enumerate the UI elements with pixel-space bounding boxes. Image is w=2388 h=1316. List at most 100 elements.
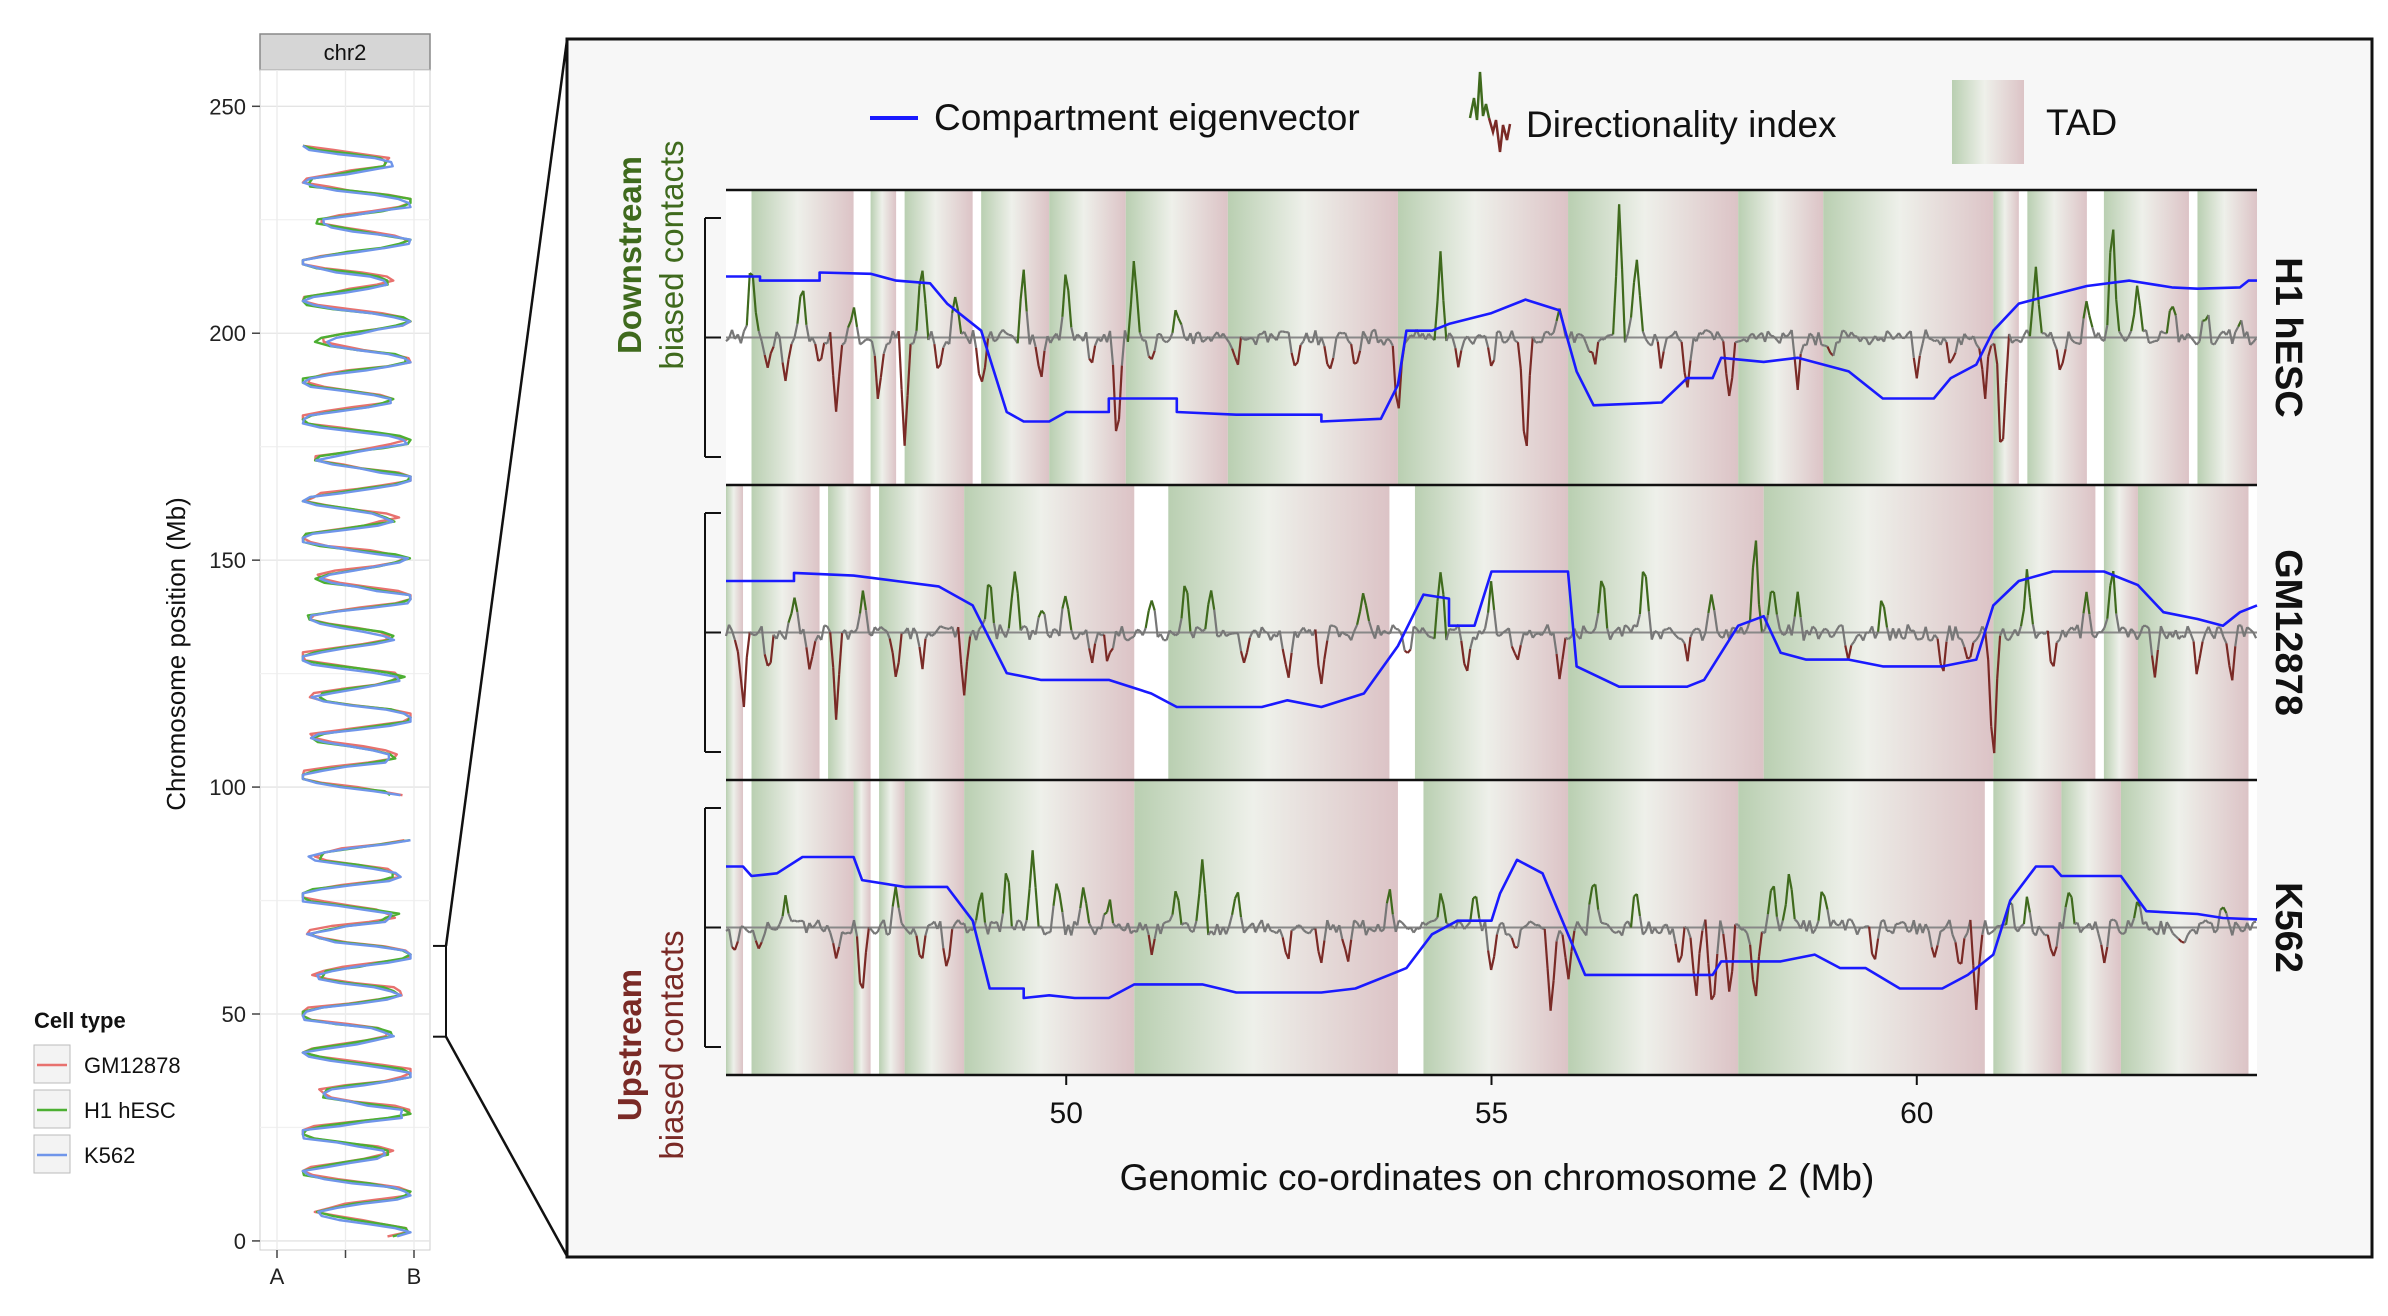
di-segment (1978, 934, 1984, 964)
di-segment (2022, 896, 2028, 925)
di-segment (2070, 338, 2076, 344)
di-segment (1058, 316, 1064, 341)
eigenvector-line (726, 271, 2257, 423)
di-segment (1108, 899, 1115, 924)
di-segment (1561, 934, 1567, 958)
di-segment (1510, 937, 1516, 949)
di-segment (2231, 921, 2237, 936)
di-segment (1519, 368, 1525, 432)
di-segment (2175, 935, 2180, 940)
legend-di-label: Directionality index (1526, 104, 1837, 145)
di-segment (751, 929, 757, 941)
di-segment (1210, 590, 1216, 610)
di-segment (921, 935, 927, 959)
di-segment (1442, 300, 1448, 342)
di-segment (928, 923, 932, 927)
di-segment (760, 340, 766, 356)
di-segment (1186, 592, 1192, 632)
di-segment (2064, 892, 2070, 908)
di-segment (2079, 927, 2085, 934)
di-segment (1993, 925, 1999, 931)
di-segment (820, 625, 826, 641)
di-segment (966, 636, 972, 662)
di-segment (2222, 906, 2228, 914)
di-segment (2192, 641, 2198, 675)
di-segment (1412, 927, 1418, 934)
di-segment (933, 343, 939, 369)
di-segment (1126, 922, 1132, 934)
di-segment (1588, 886, 1594, 905)
di-segment (2159, 625, 2165, 635)
di-segment (1287, 332, 1293, 354)
di-segment (1249, 336, 1254, 340)
di-segment (2177, 634, 2183, 640)
di-segment (957, 627, 963, 665)
di-segment (903, 395, 909, 446)
di-segment (1070, 629, 1076, 640)
di-segment (1487, 347, 1493, 367)
di-segment (1019, 625, 1025, 632)
di-segment (882, 919, 888, 935)
di-segment (1329, 357, 1335, 369)
legend-di-swatch (1468, 71, 1512, 153)
di-segment (1442, 594, 1448, 641)
di-segment (791, 919, 795, 923)
di-segment (1552, 941, 1558, 981)
di-segment (915, 285, 921, 331)
di-segment (1912, 630, 1918, 640)
di-segment (2019, 334, 2025, 343)
di-segment (1897, 332, 1903, 339)
di-segment (2034, 633, 2040, 639)
di-segment (1746, 932, 1752, 945)
di-segment (2103, 324, 2109, 342)
di-segment (1824, 344, 1828, 348)
di-segment (2121, 626, 2126, 630)
di-segment (742, 324, 748, 332)
di-segment (1808, 920, 1814, 934)
di-segment (1773, 335, 1778, 341)
di-segment (1177, 900, 1183, 926)
di-segment (1382, 903, 1388, 930)
di-segment (2213, 929, 2219, 934)
di-segment (1874, 631, 1880, 639)
di-segment (766, 662, 772, 667)
di-segment (1710, 994, 1716, 1001)
di-segment (1275, 331, 1281, 341)
di-segment (2177, 938, 2183, 943)
di-segment (1790, 616, 1796, 636)
di-segment (1013, 571, 1019, 594)
di-segment (2252, 631, 2258, 639)
di-segment (1549, 980, 1555, 1011)
di-segment (2136, 901, 2141, 908)
di-segment (1326, 919, 1332, 931)
di-segment (2147, 628, 2154, 656)
di-segment (1910, 629, 1915, 633)
di-segment (1342, 331, 1346, 335)
di-segment (852, 307, 859, 328)
di-segment (1222, 629, 1228, 637)
di-segment (1487, 950, 1493, 971)
di-segment (861, 952, 867, 989)
di-segment (1510, 645, 1516, 654)
di-segment (1749, 567, 1755, 621)
di-segment (2074, 341, 2078, 345)
di-segment (2103, 618, 2109, 629)
di-segment (1728, 970, 1734, 992)
di-segment (2088, 315, 2094, 328)
di-segment (1484, 335, 1490, 348)
di-segment (817, 358, 822, 362)
di-segment (1674, 330, 1680, 340)
legend-tad-swatch (1952, 80, 2024, 164)
di-segment (2138, 625, 2145, 635)
di-segment (1728, 377, 1734, 397)
di-segment (2144, 329, 2151, 344)
di-segment (1356, 611, 1362, 626)
di-segment (2049, 331, 2055, 342)
di-segment (1478, 333, 1483, 338)
di-segment (1710, 594, 1716, 611)
di-segment (1924, 923, 1930, 932)
di-segment (883, 628, 888, 633)
di-segment (2118, 330, 2124, 338)
di-segment (850, 629, 855, 634)
di-segment (2156, 625, 2162, 651)
